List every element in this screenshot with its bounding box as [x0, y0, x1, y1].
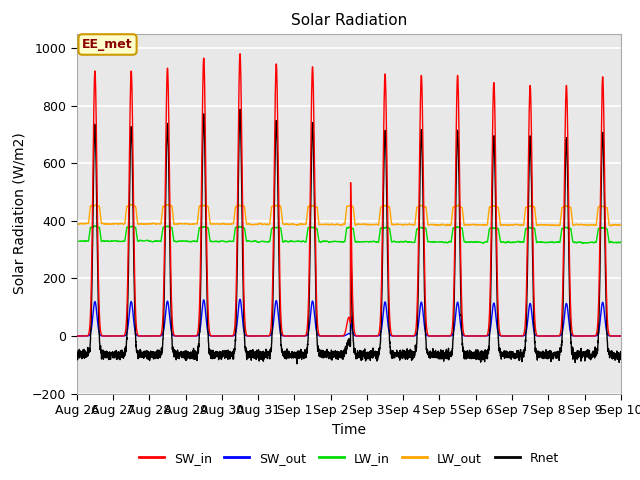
Y-axis label: Solar Radiation (W/m2): Solar Radiation (W/m2)	[12, 133, 26, 294]
Text: EE_met: EE_met	[82, 38, 133, 51]
Legend: SW_in, SW_out, LW_in, LW_out, Rnet: SW_in, SW_out, LW_in, LW_out, Rnet	[134, 447, 564, 469]
Title: Solar Radiation: Solar Radiation	[291, 13, 407, 28]
X-axis label: Time: Time	[332, 422, 366, 437]
